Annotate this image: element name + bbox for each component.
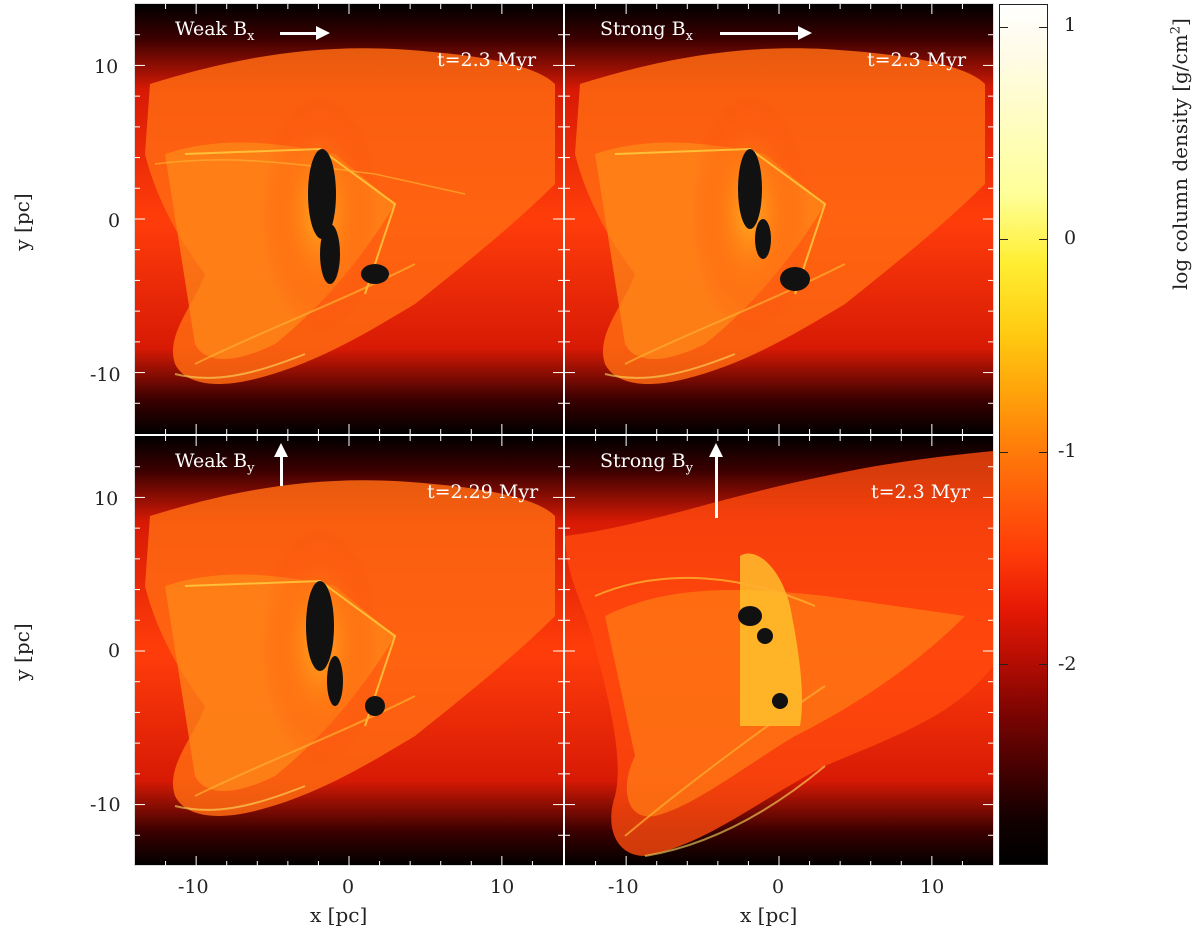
colorbar-tick xyxy=(1000,452,1008,453)
colorbar xyxy=(999,4,1048,865)
y-tick-label: 10 xyxy=(94,488,119,510)
y-tick-label: -10 xyxy=(90,794,121,816)
field-arrow-right-icon xyxy=(720,26,812,40)
field-arrow-right-icon xyxy=(280,26,330,40)
panel-time-label: t=2.29 Myr xyxy=(427,481,539,503)
colorbar-tick xyxy=(1039,239,1047,240)
colorbar-tick xyxy=(1000,27,1008,28)
colorbar-tick xyxy=(1039,452,1047,453)
y-axis-title: y [pc] xyxy=(10,193,34,251)
panel-field-label: Weak By xyxy=(175,450,255,476)
panel-strong-by: Strong By t=2.3 Myr xyxy=(565,436,993,866)
field-arrow-up-icon xyxy=(709,443,723,518)
panel-weak-bx: Weak Bx t=2.3 Myr xyxy=(135,4,563,434)
x-tick-label: 0 xyxy=(342,876,355,898)
panel-strong-bx: Strong Bx t=2.3 Myr xyxy=(565,4,993,434)
panel-time-label: t=2.3 Myr xyxy=(867,49,967,71)
colorbar-tick xyxy=(1000,239,1008,240)
y-tick-label: -10 xyxy=(90,364,121,386)
x-tick-label: 0 xyxy=(772,876,785,898)
x-axis-title: x [pc] xyxy=(740,903,798,927)
panel-field-label: Strong Bx xyxy=(600,18,693,44)
panel-time-label: t=2.3 Myr xyxy=(437,49,537,71)
y-axis-title: y [pc] xyxy=(10,623,34,681)
colorbar-title: log column density [g/cm2] xyxy=(1168,18,1192,290)
x-axis-title: x [pc] xyxy=(310,903,368,927)
x-tick-label: -10 xyxy=(178,876,209,898)
y-tick-label: 0 xyxy=(108,210,121,232)
y-tick-label: 10 xyxy=(94,56,119,78)
colorbar-tick-label: -1 xyxy=(1058,440,1077,462)
panel-field-label: Strong By xyxy=(600,450,693,476)
colorbar-tick xyxy=(1039,27,1047,28)
y-tick-label: 0 xyxy=(108,640,121,662)
colorbar-tick-label: 0 xyxy=(1064,227,1077,249)
colorbar-tick xyxy=(1000,664,1008,665)
colorbar-tick-label: -2 xyxy=(1058,653,1077,675)
x-tick-label: 10 xyxy=(490,876,515,898)
colorbar-tick-label: 1 xyxy=(1064,14,1077,36)
panel-field-label: Weak Bx xyxy=(175,18,255,44)
panel-time-label: t=2.3 Myr xyxy=(871,481,971,503)
field-arrow-up-icon xyxy=(274,443,288,486)
panel-weak-by: Weak By t=2.29 Myr xyxy=(135,436,563,866)
colorbar-tick xyxy=(1039,664,1047,665)
x-tick-label: 10 xyxy=(920,876,945,898)
x-tick-label: -10 xyxy=(608,876,639,898)
